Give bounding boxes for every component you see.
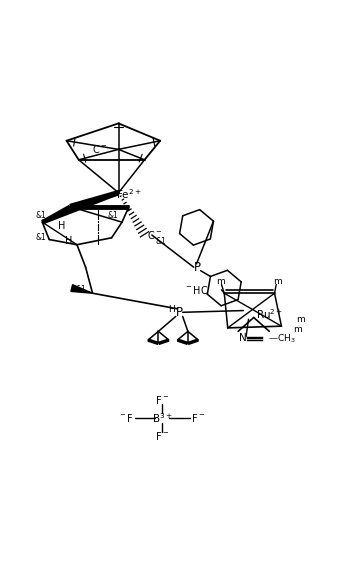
- Text: &1: &1: [35, 233, 46, 243]
- Text: m: m: [274, 276, 282, 286]
- Text: H: H: [168, 305, 175, 314]
- Text: F$^-$: F$^-$: [155, 430, 169, 442]
- Text: F$^-$: F$^-$: [191, 412, 205, 424]
- Text: m: m: [216, 276, 225, 286]
- Text: Fe$^{2+}$: Fe$^{2+}$: [116, 188, 142, 201]
- Text: —CH$_3$: —CH$_3$: [268, 332, 295, 345]
- Text: &1: &1: [75, 285, 86, 294]
- Text: m: m: [296, 315, 305, 324]
- Text: P: P: [176, 306, 183, 319]
- Text: $^-$HC: $^-$HC: [184, 284, 209, 296]
- Text: &1: &1: [35, 212, 46, 220]
- Text: Ru$^{2+}$: Ru$^{2+}$: [256, 307, 284, 321]
- Polygon shape: [71, 285, 93, 293]
- Text: N: N: [239, 333, 247, 343]
- Text: F$^-$: F$^-$: [155, 394, 169, 406]
- Text: P: P: [194, 261, 201, 274]
- Text: &1: &1: [156, 237, 167, 247]
- Text: C$^-$: C$^-$: [147, 229, 163, 241]
- Text: $^-$F: $^-$F: [118, 412, 133, 424]
- Text: m: m: [293, 325, 301, 334]
- Text: C$^-$: C$^-$: [92, 143, 107, 154]
- Text: H: H: [65, 236, 72, 245]
- Text: &1: &1: [108, 210, 119, 220]
- Text: B$^{3+}$: B$^{3+}$: [152, 411, 172, 425]
- Text: H: H: [58, 220, 65, 231]
